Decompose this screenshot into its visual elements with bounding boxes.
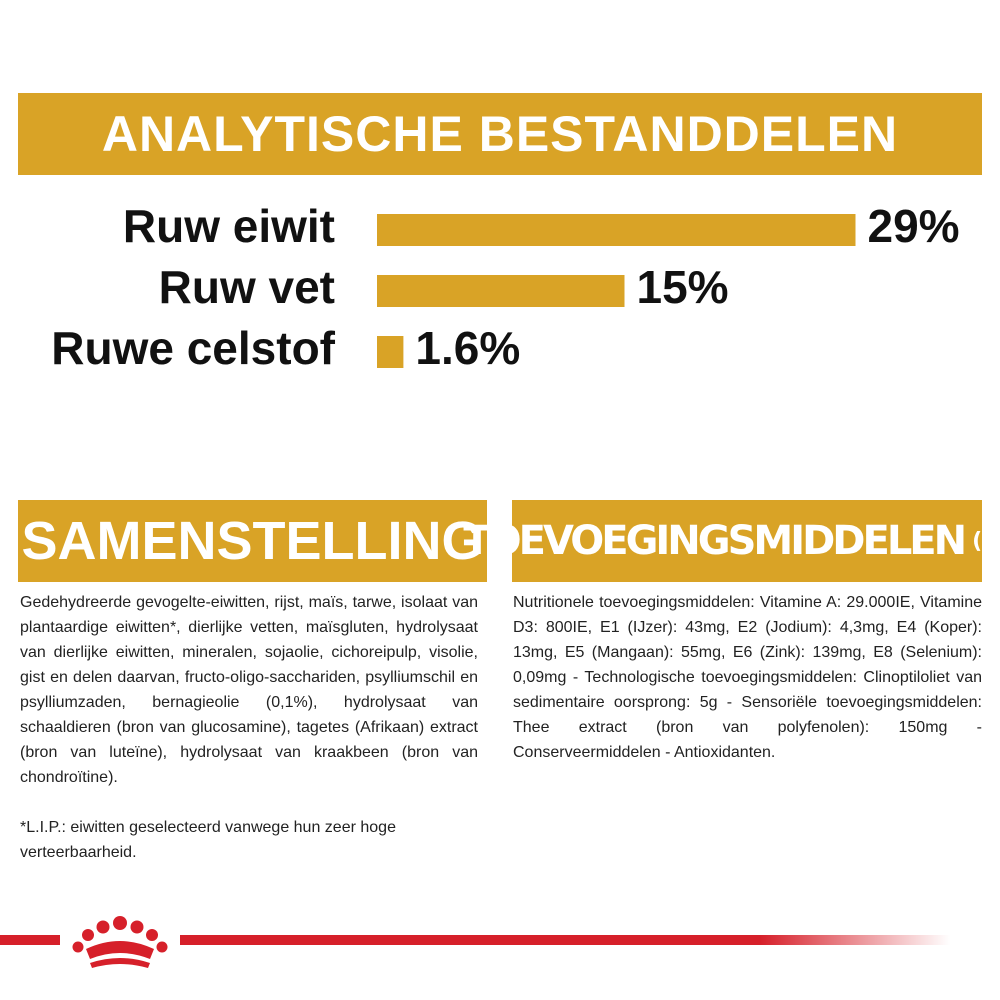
composition-text: Gedehydreerde gevogelte-eiwitten, rijst,… [20, 594, 478, 786]
section-title-text: TOEVOEGINGSMIDDELEN [463, 518, 967, 564]
value-label: 15% [637, 261, 729, 313]
section-title: SAMENSTELLING [18, 500, 487, 582]
section-title: TOEVOEGINGSMIDDELEN(/kg) [463, 500, 1000, 582]
category-label: Ruwe celstof [51, 322, 335, 374]
chart-title: ANALYTISCHE BESTANDDELEN [18, 93, 982, 175]
chart: Ruw eiwit 29% Ruw vet 15% Ruwe celstof 1.6% [51, 200, 960, 374]
crown-logo [72, 916, 168, 968]
bar [377, 275, 625, 307]
footer-line [0, 935, 950, 945]
footer [0, 916, 950, 968]
bar [377, 214, 856, 246]
value-label: 29% [868, 200, 960, 252]
category-label: Ruw eiwit [123, 200, 335, 252]
footnote: *L.I.P.: eiwitten geselecteerd vanwege h… [20, 819, 396, 861]
category-label: Ruw vet [159, 261, 335, 313]
value-label: 1.6% [415, 322, 520, 374]
bar [377, 336, 404, 368]
unit: (/kg) [972, 528, 1000, 554]
additives-text: Nutritionele toevoegingsmiddelen: Vitami… [513, 594, 982, 761]
